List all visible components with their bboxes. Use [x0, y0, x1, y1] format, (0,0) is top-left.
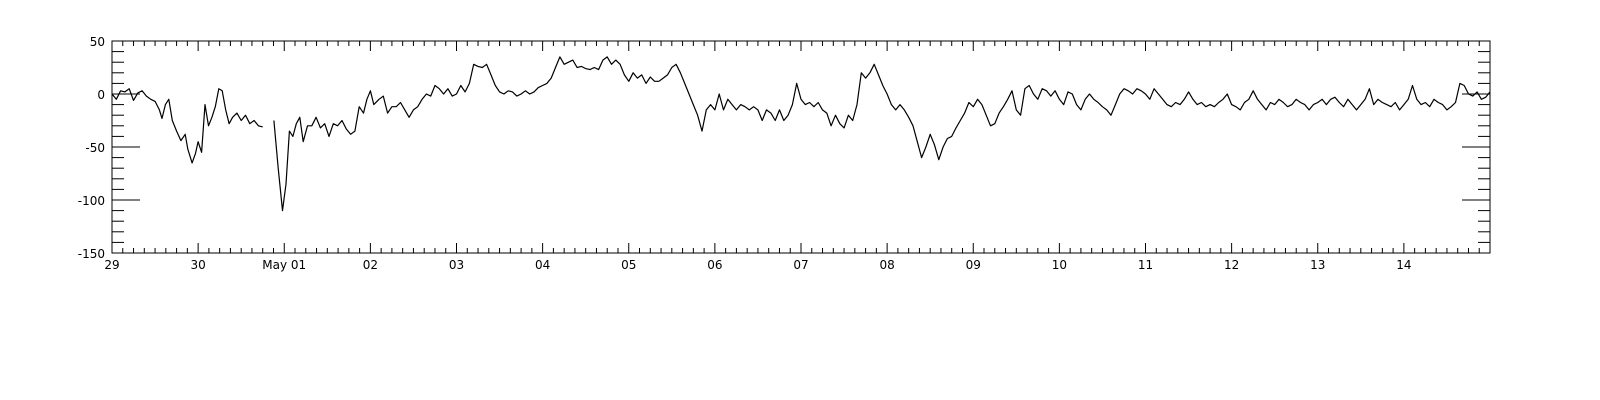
x-tick-label: 08 [879, 258, 894, 272]
x-tick-label: 13 [1310, 258, 1325, 272]
x-tick-label: 04 [535, 258, 550, 272]
x-tick-label: 06 [707, 258, 722, 272]
x-tick-label: 05 [621, 258, 636, 272]
series-line [273, 56, 1491, 212]
y-tick-label: -50 [85, 141, 105, 155]
series-layer [111, 56, 1491, 212]
x-tick-label: May 01 [262, 258, 306, 272]
series-line [111, 88, 263, 164]
y-tick-label: -150 [78, 247, 105, 261]
x-tick-label: 09 [966, 258, 981, 272]
x-tick-label: 11 [1138, 258, 1153, 272]
x-tick-label: 30 [190, 258, 205, 272]
x-tick-label: 03 [449, 258, 464, 272]
ticks-layer [111, 40, 1491, 254]
x-tick-label: 14 [1396, 258, 1411, 272]
x-tick-label: 07 [793, 258, 808, 272]
y-tick-label: 50 [90, 35, 105, 49]
plot-frame [111, 40, 1491, 254]
x-tick-label: 02 [363, 258, 378, 272]
x-tick-label: 10 [1052, 258, 1067, 272]
x-tick-label: 12 [1224, 258, 1239, 272]
labels-layer: 29 30 May 01 02 03 04 05 06 07 08 09 10 11 12 13 14 -150… [78, 35, 1412, 272]
y-tick-label: 0 [97, 88, 105, 102]
x-tick-label: 29 [104, 258, 119, 272]
y-tick-label: -100 [78, 194, 105, 208]
